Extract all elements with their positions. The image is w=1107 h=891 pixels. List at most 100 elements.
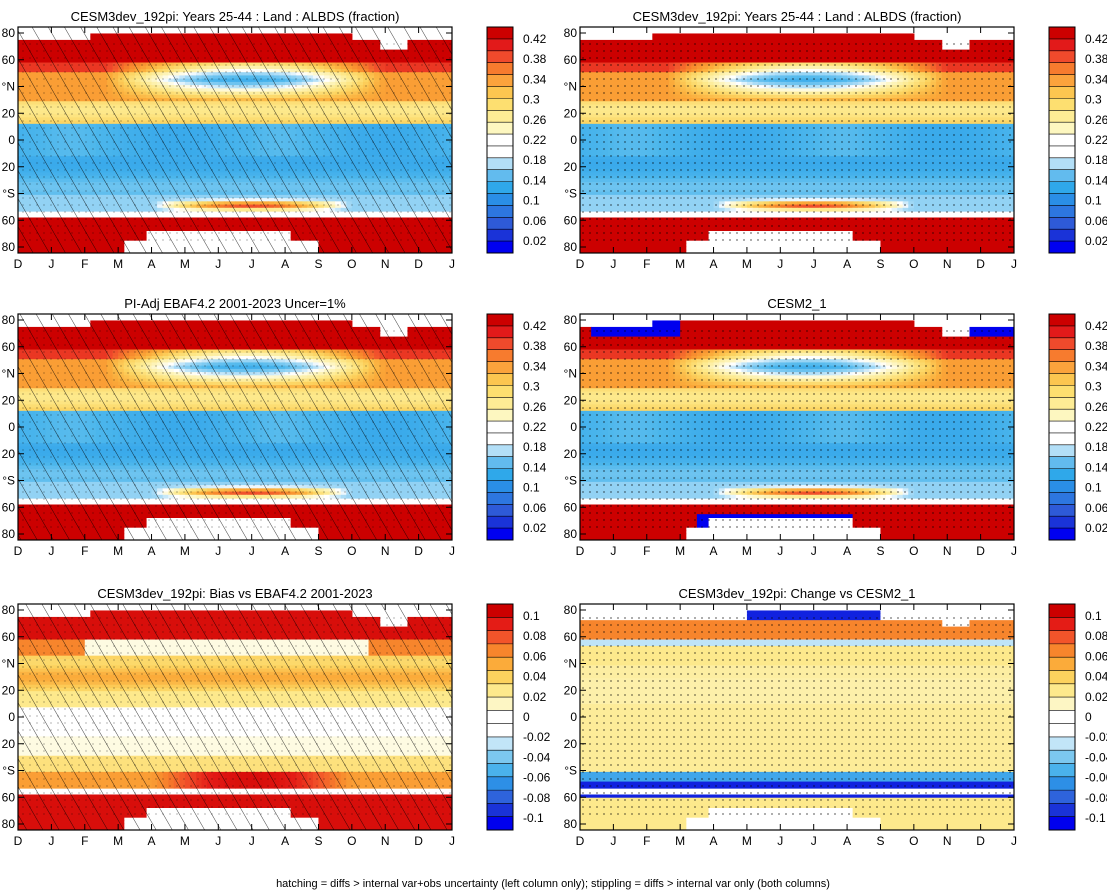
colorbar-label: 0.3	[1085, 380, 1102, 394]
colorbar-bin	[1049, 74, 1075, 87]
x-tick-label: A	[710, 544, 718, 558]
x-tick-label: A	[148, 544, 156, 558]
x-tick-label: M	[742, 834, 752, 848]
colorbar-bin	[1049, 325, 1075, 339]
colorbar-bin	[487, 122, 513, 135]
x-tick-label: O	[909, 834, 918, 848]
x-tick-label: A	[281, 544, 289, 558]
colorbar-bin	[1049, 229, 1075, 242]
colorbar-label: -0.06	[523, 771, 551, 785]
x-tick-label: J	[215, 544, 221, 558]
x-tick-label: N	[943, 834, 952, 848]
colorbar-label: 0.1	[1085, 481, 1102, 495]
colorbar-bin	[487, 349, 513, 362]
x-tick-label: S	[314, 544, 322, 558]
colorbar-label: 0.1	[523, 609, 540, 623]
colorbar-bin	[1049, 630, 1075, 645]
x-tick-label: N	[943, 544, 952, 558]
x-tick-label: N	[381, 544, 390, 558]
x-tick-label: A	[281, 257, 289, 271]
colorbar-bin	[1049, 683, 1075, 698]
y-tick-label: 80	[564, 313, 578, 327]
x-tick-label: A	[710, 834, 718, 848]
x-tick-label: J	[215, 834, 221, 848]
colorbar-bin	[487, 361, 513, 374]
x-tick-label: O	[909, 257, 918, 271]
x-tick-label: D	[576, 834, 585, 848]
colorbar-label: 0.26	[1085, 400, 1107, 414]
colorbar-bin	[487, 736, 513, 751]
x-tick-label: D	[414, 544, 423, 558]
x-tick-label: F	[643, 544, 650, 558]
x-tick-label: F	[81, 257, 88, 271]
colorbar-label: 0.18	[1085, 153, 1107, 167]
x-tick-label: S	[314, 257, 322, 271]
y-tick-label: °N	[2, 367, 15, 381]
colorbar-bin	[487, 229, 513, 242]
x-tick-label: D	[14, 257, 23, 271]
colorbar-bin	[1049, 492, 1075, 505]
colorbar-bin	[1049, 181, 1075, 194]
colorbar-label: 0.3	[523, 380, 540, 394]
colorbar-bin	[1049, 697, 1075, 711]
x-tick-label: J	[1011, 257, 1017, 271]
colorbar-bin	[1049, 468, 1075, 481]
x-tick-label: D	[14, 834, 23, 848]
colorbar-label: 0.02	[1085, 521, 1107, 535]
x-tick-label: O	[347, 257, 356, 271]
y-tick-label: 0	[570, 710, 577, 724]
colorbar-bin	[1049, 409, 1075, 422]
colorbar-label: 0.42	[1085, 319, 1107, 333]
colorbar-bin	[487, 421, 513, 434]
x-tick-label: D	[414, 834, 423, 848]
panel-3: PI-Adj EBAF4.2 2001-2023 Uncer=1% D J F M A M J…	[2, 296, 547, 558]
y-tick-label: 20	[564, 393, 578, 407]
colorbar-bin	[1049, 604, 1075, 618]
x-tick-label: A	[148, 257, 156, 271]
colorbar-bin	[487, 205, 513, 218]
colorbar-label: 0.14	[1085, 460, 1107, 474]
x-tick-label: J	[249, 544, 255, 558]
colorbar-bin	[487, 456, 513, 470]
x-tick-label: O	[347, 834, 356, 848]
x-tick-label: J	[249, 257, 255, 271]
colorbar-bin	[487, 790, 513, 804]
colorbar-bin	[487, 409, 513, 422]
colorbar-bin	[487, 74, 513, 87]
colorbar-bin	[1049, 763, 1075, 778]
colorbar-bin	[1049, 643, 1075, 658]
colorbar-label: 0.34	[523, 72, 547, 86]
colorbar-label: 0	[523, 710, 530, 724]
x-tick-label: D	[976, 834, 985, 848]
colorbar-bin	[487, 444, 513, 458]
x-tick-label: J	[1011, 834, 1017, 848]
colorbar-label: 0.38	[1085, 339, 1107, 353]
panel-2: CESM3dev_192pi: Years 25-44 : Land : ALB…	[564, 9, 1107, 271]
colorbar-bin	[487, 604, 513, 618]
y-tick-label: 20	[564, 106, 578, 120]
x-tick-label: D	[976, 257, 985, 271]
colorbar-label: -0.04	[1085, 750, 1107, 764]
panel-1: CESM3dev_192pi: Years 25-44 : Land : ALB…	[2, 9, 547, 271]
x-tick-label: J	[811, 544, 817, 558]
colorbar-label: 0.38	[523, 339, 547, 353]
colorbar-label: 0.02	[1085, 234, 1107, 248]
y-tick-label: 60	[2, 340, 16, 354]
x-tick-label: S	[876, 544, 884, 558]
x-tick-label: S	[314, 834, 322, 848]
colorbar-bin	[487, 697, 513, 711]
x-tick-label: J	[610, 544, 616, 558]
colorbar-bin	[1049, 385, 1075, 398]
colorbar-bin	[1049, 169, 1075, 183]
colorbar-bin	[487, 193, 513, 206]
colorbar-bin	[487, 27, 513, 40]
colorbar-bin	[487, 516, 513, 529]
colorbar-label: -0.02	[1085, 730, 1107, 744]
colorbar-bin	[1049, 670, 1075, 685]
panel-title: CESM3dev_192pi: Change vs CESM2_1	[678, 586, 915, 601]
x-tick-label: N	[381, 257, 390, 271]
colorbar-bin	[1049, 86, 1075, 99]
y-tick-label: °S	[564, 474, 577, 488]
colorbar-label: 0.42	[523, 319, 547, 333]
y-tick-label: 80	[2, 240, 16, 254]
